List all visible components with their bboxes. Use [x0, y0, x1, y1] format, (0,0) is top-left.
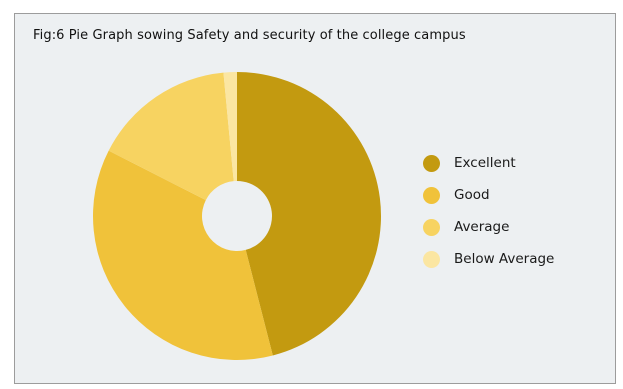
legend-label: Excellent — [454, 155, 516, 171]
pie-chart — [92, 72, 382, 361]
legend-label: Below Average — [454, 251, 555, 267]
legend-label: Average — [454, 219, 510, 235]
pie-slice-below-average — [223, 72, 237, 182]
legend-swatch — [423, 154, 440, 172]
pie-slice-good — [92, 150, 273, 361]
chart-frame: Fig:6 Pie Graph sowing Safety and securi… — [14, 13, 616, 384]
legend-item: Below Average — [423, 243, 554, 275]
legend-swatch — [423, 186, 440, 204]
legend-swatch — [423, 218, 440, 236]
legend: Excellent Good Average Below Average — [423, 147, 554, 275]
legend-item: Good — [423, 179, 554, 211]
legend-swatch — [423, 250, 440, 268]
legend-item: Average — [423, 211, 554, 243]
pie-slice-excellent — [237, 72, 382, 356]
pie-slice-average — [108, 72, 234, 201]
chart-title: Fig:6 Pie Graph sowing Safety and securi… — [33, 28, 466, 43]
legend-item: Excellent — [423, 147, 554, 179]
legend-label: Good — [454, 187, 490, 203]
